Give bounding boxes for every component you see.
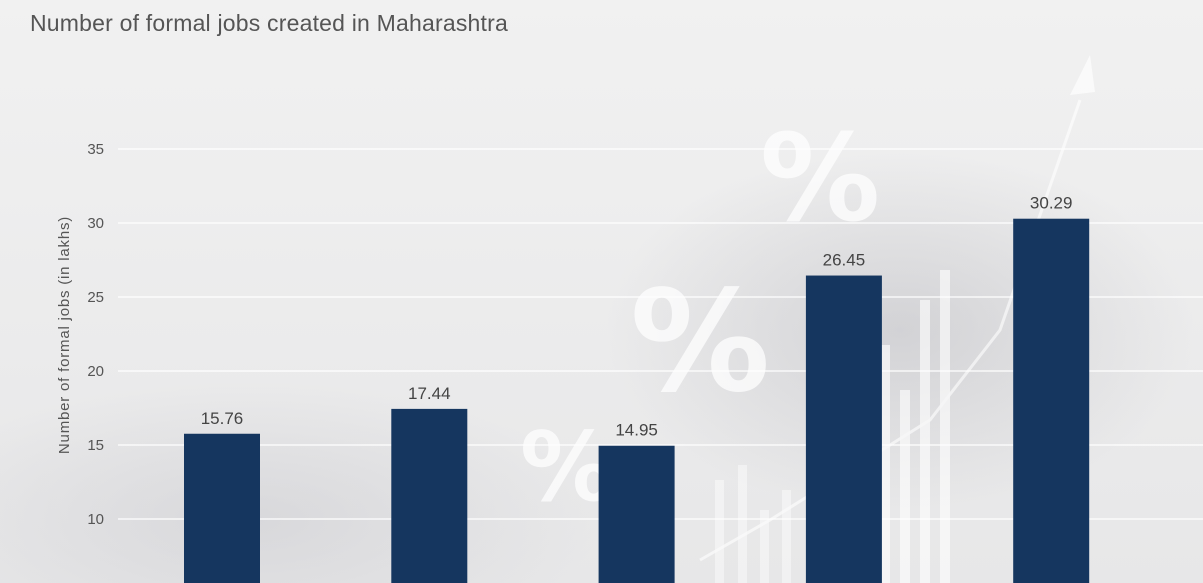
bar-value-label: 26.45 <box>823 251 866 270</box>
bar-value-label: 14.95 <box>615 421 658 440</box>
bar <box>1013 218 1090 583</box>
y-tick-label: 35 <box>87 141 104 158</box>
bar-value-label: 17.44 <box>408 384 451 403</box>
bar-value-label: 15.76 <box>201 409 244 428</box>
bar-value-label: 30.29 <box>1030 194 1073 213</box>
percent-symbol-decoration: % <box>760 110 880 249</box>
deco-bar <box>782 490 791 583</box>
y-tick-label: 30 <box>87 215 104 232</box>
bar <box>805 275 882 583</box>
background-decoration: % % % <box>520 55 1095 583</box>
y-tick-label: 10 <box>87 511 104 528</box>
value-labels: 15.76 17.44 14.95 26.45 30.29 <box>201 194 1073 440</box>
y-tick-label: 25 <box>87 289 104 306</box>
percent-symbol-decoration: % <box>630 261 770 424</box>
bars <box>184 218 1090 583</box>
deco-bar <box>940 270 950 583</box>
y-tick-label: 15 <box>87 437 104 454</box>
bar <box>184 433 260 583</box>
deco-arrow-head <box>1070 55 1095 95</box>
bar <box>598 445 675 583</box>
y-tick-label: 20 <box>87 363 104 380</box>
deco-bar <box>880 345 890 583</box>
deco-bar <box>715 480 724 583</box>
chart-title: Number of formal jobs created in Maharas… <box>30 10 508 36</box>
deco-bar <box>900 390 910 583</box>
deco-bar <box>738 465 747 583</box>
deco-bar <box>920 300 930 583</box>
y-axis-label: Number of formal jobs (in lakhs) <box>56 216 73 454</box>
deco-bar <box>760 510 769 583</box>
bar <box>391 408 468 583</box>
y-axis-ticks: 5101520253035 <box>87 141 104 528</box>
